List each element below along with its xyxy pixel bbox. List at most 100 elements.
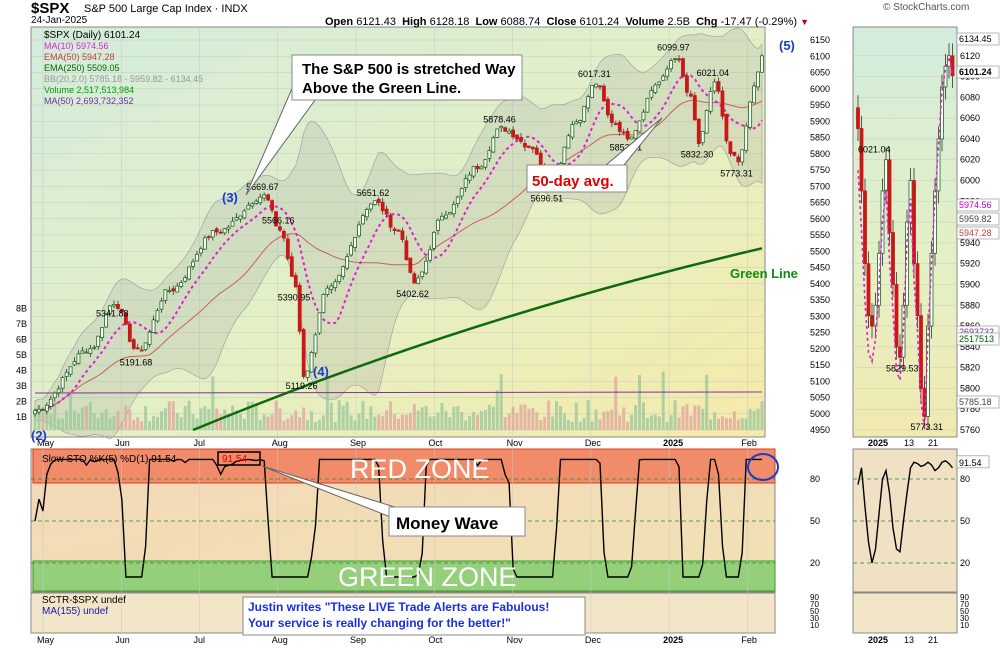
zoom-sto-tag-box	[956, 455, 990, 469]
volume-bar	[404, 414, 408, 430]
x-tick-label: Jun	[115, 438, 130, 448]
candle-body	[147, 331, 152, 345]
volume-bar	[586, 400, 590, 430]
price-label: 6021.04	[697, 68, 730, 78]
zoom-y-tick-label: 6060	[960, 113, 980, 123]
zoom-value-tag-box	[956, 65, 1000, 79]
candle-body	[495, 128, 500, 138]
volume-bar	[720, 416, 724, 430]
candle-body	[716, 81, 721, 92]
candle-body	[254, 200, 259, 204]
volume-bar	[440, 402, 444, 430]
zoom-y-tick-label: 6000	[960, 176, 980, 186]
zoom-sctr-tick: 90	[960, 593, 969, 602]
volume-bar	[155, 416, 159, 430]
volume-bar	[594, 409, 598, 430]
zoom-candle-body	[863, 190, 867, 265]
volume-bar	[266, 416, 270, 430]
candle-body	[677, 58, 681, 61]
volume-bar	[41, 412, 45, 430]
candle-body	[641, 111, 646, 121]
candle-body	[206, 236, 211, 238]
y-tick-label: 5650	[810, 198, 830, 208]
zoom-candle-body	[859, 128, 864, 192]
candle-body	[657, 81, 662, 86]
volume-bar	[487, 404, 491, 430]
zoom-sctr-tick: 50	[960, 607, 969, 616]
volume-bar	[179, 417, 183, 430]
candle-body	[499, 125, 504, 129]
wave-label-3: (3)	[222, 190, 238, 205]
x-tick-label-bottom: 2025	[663, 635, 683, 645]
sto-highlight-circle	[747, 453, 779, 481]
volume-bar	[641, 402, 645, 430]
candle-body	[56, 388, 61, 394]
volume-bar	[705, 374, 709, 430]
price-label: 5853.01	[610, 143, 643, 153]
symbol: $SPX	[31, 0, 70, 17]
header-copyright: © StockCharts.com	[883, 2, 970, 13]
candle-body	[451, 203, 456, 215]
volume-bar	[630, 414, 634, 430]
candle-body	[210, 230, 215, 238]
volume-bar	[511, 406, 515, 430]
high-label: High	[402, 16, 427, 28]
volume-bar	[108, 418, 112, 430]
green-zone-band	[32, 560, 776, 592]
candle-body	[696, 118, 701, 144]
candle-body	[629, 136, 634, 140]
candle-body	[688, 93, 693, 97]
candle-body	[681, 58, 685, 77]
volume-bar	[400, 414, 404, 430]
candle-body	[171, 288, 176, 292]
zoom-sctr-tick: 70	[960, 600, 969, 609]
candle-body	[333, 281, 338, 289]
candle-body	[112, 304, 116, 307]
volume-bar	[144, 405, 148, 430]
sto-tick-label: 20	[810, 558, 820, 568]
price-label: 6099.97	[657, 42, 690, 52]
candle-body	[519, 137, 523, 142]
x-tick-label-bottom: Nov	[507, 635, 524, 645]
candle-body	[744, 125, 749, 151]
candle-body	[187, 266, 191, 280]
x-tick-label-bottom: Sep	[350, 635, 366, 645]
x-tick-label: May	[37, 438, 55, 448]
candle-body	[515, 134, 519, 140]
volume-bar	[606, 411, 610, 430]
candle-body	[349, 245, 353, 256]
header-name: S&P 500 Large Cap Index · INDX	[84, 3, 248, 15]
callout-main-line2: Above the Green Line.	[302, 80, 461, 97]
volume-bar	[558, 406, 562, 430]
volume-bar	[503, 416, 507, 430]
volume-bar	[187, 400, 191, 430]
candle-body	[80, 350, 85, 354]
zoom-value-tag: 6101.24	[959, 67, 992, 77]
volume-bar	[551, 416, 555, 430]
candle-body	[475, 166, 480, 170]
volume-bar	[246, 401, 250, 430]
volume-bar	[519, 404, 523, 430]
candle-body	[440, 215, 444, 221]
volume-bar	[701, 408, 705, 430]
candle-body	[372, 200, 377, 205]
callout-main: The S&P 500 is stretched Way Above the G…	[245, 54, 523, 196]
sctr-tick-label: 90	[810, 593, 819, 602]
y-tick-label: 4950	[810, 425, 830, 435]
callout-50day: 50-day avg.	[526, 117, 663, 193]
candle-body	[685, 75, 689, 93]
y-tick-label: 6150	[810, 35, 830, 45]
candle-body	[479, 166, 484, 170]
candle-body	[155, 309, 160, 322]
money-wave-text: Money Wave	[396, 514, 498, 533]
volume-bar	[191, 414, 195, 430]
volume-bar	[547, 400, 551, 430]
volume-bar	[602, 411, 606, 430]
volume-tick-label: 6B	[16, 335, 27, 345]
candle-body	[617, 122, 622, 132]
candle-body	[60, 377, 65, 389]
volume-bar	[302, 407, 306, 430]
candle-body	[669, 60, 674, 70]
candle-body	[432, 231, 436, 249]
